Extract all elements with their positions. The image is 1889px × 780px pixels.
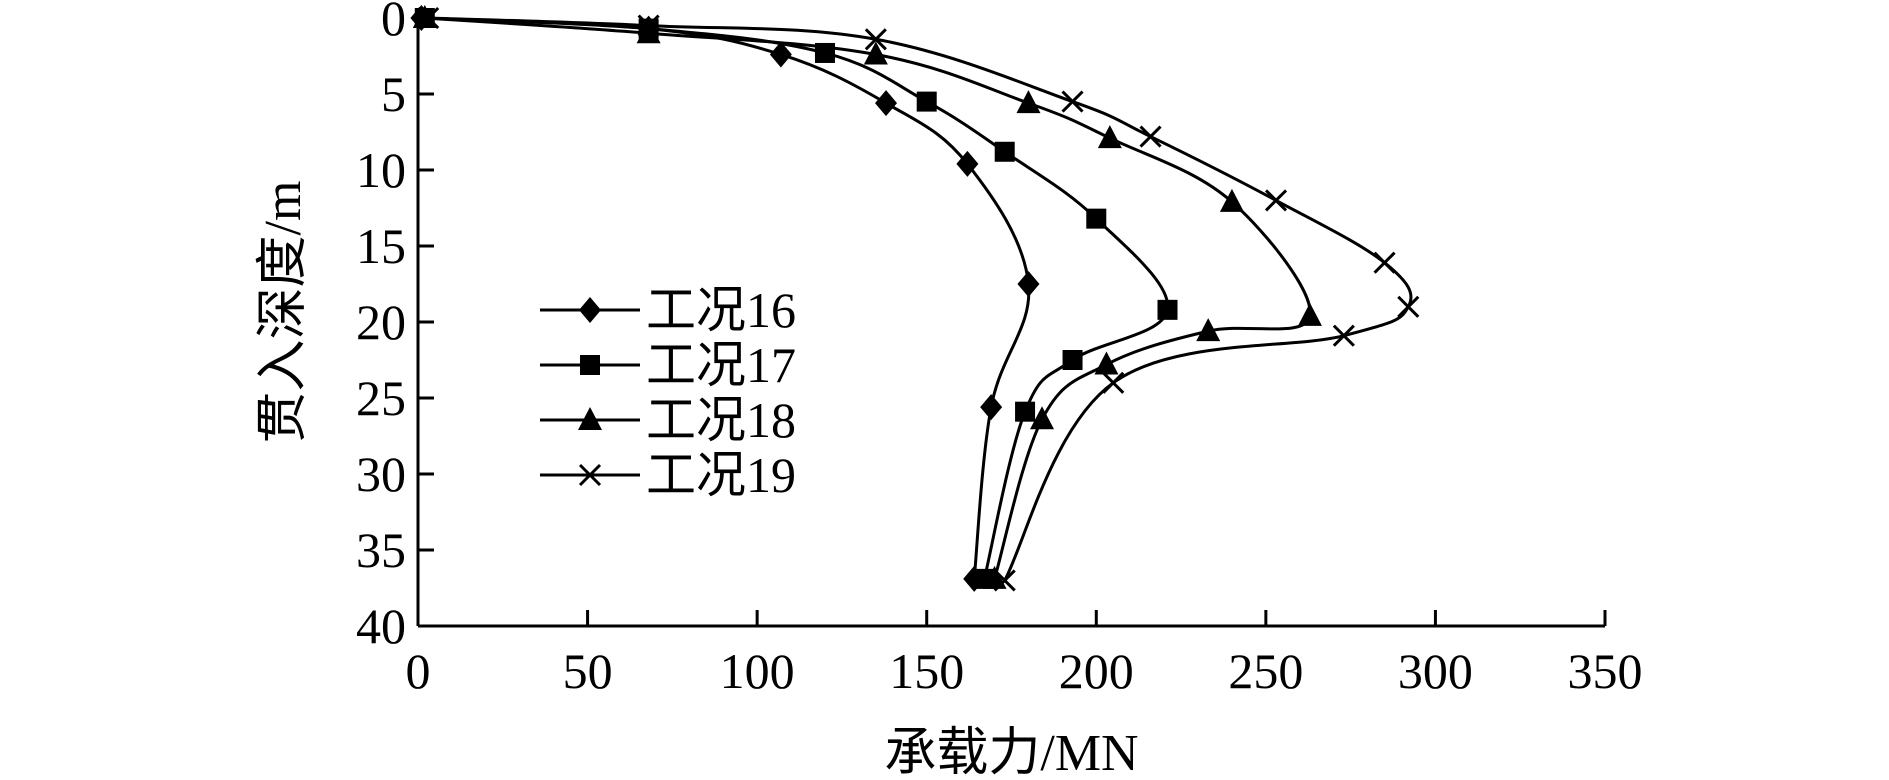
series-lines: [421, 16, 1413, 582]
legend-entry: 工况19: [540, 447, 796, 503]
y-tick-label: 20: [356, 294, 406, 350]
x-tick-label: 150: [889, 643, 964, 699]
data-point-square: [814, 42, 835, 63]
data-point-triangle: [1297, 302, 1322, 326]
data-point-x: [1139, 125, 1162, 148]
data-point-triangle: [1094, 351, 1119, 375]
x-marker-stroke: [1332, 324, 1355, 347]
data-point-triangle: [1016, 90, 1041, 114]
data-point-diamond: [875, 90, 898, 117]
legend-marker-x: [578, 463, 602, 487]
x-marker-stroke: [1373, 251, 1396, 274]
data-point-square: [1062, 350, 1083, 370]
data-point-diamond: [956, 150, 979, 177]
series-line-3: [424, 16, 1312, 580]
x-marker-stroke: [1139, 125, 1162, 148]
data-point-square: [916, 91, 937, 112]
y-tick-label: 35: [356, 522, 406, 578]
data-point-triangle: [1097, 125, 1122, 149]
data-point-x: [1397, 295, 1420, 318]
x-marker-stroke: [993, 569, 1016, 592]
x-marker-stroke: [1102, 371, 1125, 394]
x-marker-stroke: [417, 6, 440, 30]
x-axis-title: 承载力/MN: [884, 725, 1138, 780]
data-point-x: [1061, 90, 1084, 113]
data-point-triangle: [1196, 318, 1221, 342]
data-point-x: [1264, 189, 1288, 212]
data-point-x: [1373, 251, 1396, 274]
series-markers: [410, 5, 1420, 592]
series-line-4: [428, 16, 1413, 582]
x-marker-stroke: [1397, 295, 1420, 318]
legend-entry: 工况17: [540, 337, 796, 393]
x-marker-stroke: [578, 463, 602, 487]
x-tick-label: 100: [720, 643, 795, 699]
x-tick-label: 300: [1398, 643, 1473, 699]
data-point-x: [1102, 371, 1125, 394]
axis-ticks: 0 50 100 150 200 250 300 350 0 5 10 15 20 25 30 35 40: [356, 0, 1643, 699]
y-axis-title: 贯入深度/m: [255, 181, 312, 444]
data-point-x: [637, 14, 660, 37]
y-tick-label: 25: [356, 370, 406, 426]
legend-marker-square: [580, 355, 600, 375]
x-tick-label: 200: [1059, 643, 1134, 699]
data-point-triangle: [863, 41, 888, 65]
data-point-triangle: [1030, 406, 1055, 430]
series-line-2: [424, 16, 1170, 580]
legend-label: 工况17: [646, 337, 796, 393]
data-point-triangle: [1219, 188, 1244, 212]
data-point-square: [1157, 299, 1178, 320]
legend-marker-triangle: [578, 407, 602, 430]
data-point-x: [993, 569, 1016, 592]
data-point-x: [417, 6, 440, 30]
x-marker-stroke: [1264, 189, 1288, 212]
data-point-diamond: [769, 41, 792, 68]
x-tick-label: 250: [1228, 643, 1303, 699]
data-point-square: [1015, 401, 1036, 422]
legend-label: 工况18: [646, 392, 796, 448]
data-point-x: [1332, 324, 1355, 347]
y-tick-label: 40: [356, 598, 406, 654]
y-tick-label: 30: [356, 446, 406, 502]
data-point-triangle: [636, 20, 661, 44]
y-tick-label: 0: [381, 0, 406, 46]
data-point-x: [864, 28, 887, 51]
legend-marker-diamond: [579, 297, 601, 323]
axes: [416, 18, 1605, 628]
data-point-square: [994, 141, 1015, 162]
x-marker-stroke: [864, 28, 887, 51]
y-tick-label: 15: [356, 218, 406, 274]
legend-label: 工况19: [646, 447, 796, 503]
data-point-diamond: [1017, 271, 1040, 297]
x-marker-stroke: [1061, 90, 1084, 113]
data-point-diamond: [980, 394, 1003, 421]
x-tick-label: 50: [563, 643, 613, 699]
y-tick-label: 10: [356, 142, 406, 198]
legend-entry: 工况18: [540, 392, 796, 448]
legend-entry: 工况16: [540, 282, 796, 338]
data-point-square: [1086, 208, 1107, 229]
legend-label: 工况16: [646, 282, 796, 338]
y-tick-label: 5: [381, 66, 406, 122]
x-marker-stroke: [637, 14, 660, 37]
x-tick-label: 0: [406, 643, 431, 699]
x-tick-label: 350: [1568, 643, 1643, 699]
